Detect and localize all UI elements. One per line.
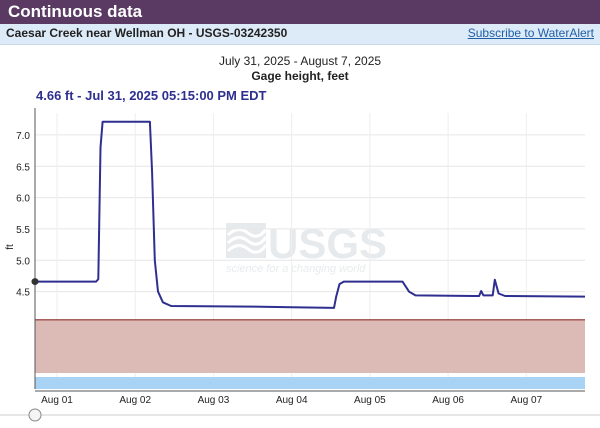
page-title: Continuous data (8, 2, 143, 21)
y-tick-label: 6.0 (16, 194, 30, 205)
x-tick-label: Aug 06 (432, 395, 464, 406)
flood-stage-band (35, 319, 585, 373)
y-axis-label: ft (5, 244, 16, 250)
subscribe-wateralert-link[interactable]: Subscribe to WaterAlert (467, 26, 594, 40)
site-bar: Caesar Creek near Wellman OH - USGS-0324… (0, 24, 600, 45)
x-tick-label: Aug 02 (119, 395, 151, 406)
watermark-logo-text: USGS (268, 220, 387, 267)
tooltip-point-marker (31, 278, 39, 286)
x-tick-label: Aug 01 (41, 395, 73, 406)
x-tick-label: Aug 04 (276, 395, 308, 406)
usgs-watermark: USGS science for a changing world (226, 220, 387, 275)
gage-height-series-line (35, 120, 586, 309)
y-tick-label: 6.5 (16, 162, 30, 173)
y-tick-label: 7.0 (16, 131, 30, 142)
chart-title: July 31, 2025 - August 7, 2025 (219, 54, 381, 68)
chart-container: July 31, 2025 - August 7, 2025 Gage heig… (0, 45, 600, 423)
slider-handle[interactable] (28, 408, 42, 422)
x-tick-label: Aug 05 (354, 395, 386, 406)
data-availability-band (35, 377, 585, 389)
gage-height-chart[interactable]: July 31, 2025 - August 7, 2025 Gage heig… (0, 45, 600, 423)
site-name: Caesar Creek near Wellman OH - USGS-0324… (6, 26, 288, 40)
time-slider[interactable] (0, 408, 600, 422)
y-tick-label: 5.5 (16, 225, 30, 236)
y-tick-label: 5.0 (16, 256, 30, 267)
y-tick-label: 4.5 (16, 288, 30, 299)
watermark-tagline: science for a changing world (226, 263, 366, 275)
x-tick-label: Aug 03 (198, 395, 230, 406)
usgs-logo-waves-icon (226, 223, 268, 258)
chart-subtitle: Gage height, feet (251, 69, 348, 83)
tooltip-readout: 4.66 ft - Jul 31, 2025 05:15:00 PM EDT (36, 88, 267, 103)
app-header: Continuous data (0, 0, 600, 24)
x-tick-label: Aug 07 (510, 395, 542, 406)
